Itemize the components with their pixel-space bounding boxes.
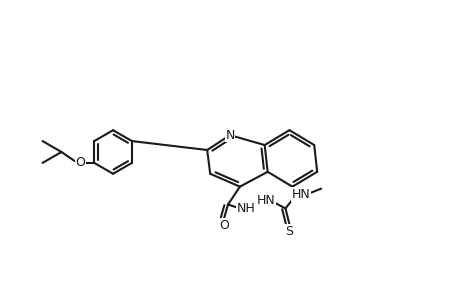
Text: NH: NH [236,202,255,215]
Text: HN: HN [256,194,274,207]
Text: HN: HN [291,188,310,201]
Text: O: O [75,156,85,170]
Text: S: S [285,225,293,238]
Text: O: O [218,219,229,232]
Text: N: N [225,129,234,142]
